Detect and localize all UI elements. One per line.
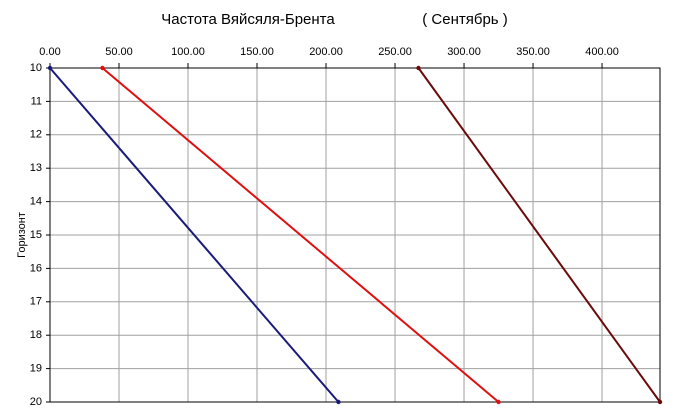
y-tick-label: 12 — [30, 129, 42, 141]
y-axis-label: Горизонт — [16, 212, 28, 258]
x-tick-label: 200.00 — [309, 46, 343, 58]
point — [47, 65, 53, 71]
x-tick-label: 400.00 — [585, 46, 619, 58]
x-tick-label: 350.00 — [516, 46, 550, 58]
y-tick-label: 14 — [30, 196, 42, 208]
chart-subtitle: ( Сентябрь ) — [422, 11, 508, 28]
series-line — [417, 67, 661, 403]
y-tick-label: 13 — [30, 162, 42, 174]
y-tick-label: 11 — [31, 95, 42, 107]
x-tick-label: 50.00 — [105, 46, 133, 58]
y-tick-label: 10 — [30, 62, 42, 74]
y-tick-label: 15 — [30, 229, 42, 241]
x-tick-label: 150.00 — [240, 46, 274, 58]
series-line — [49, 67, 340, 403]
x-tick-label: 100.00 — [171, 46, 205, 58]
y-tick-label: 18 — [30, 329, 42, 341]
point — [657, 399, 663, 405]
point — [496, 399, 501, 405]
point — [416, 65, 421, 71]
point — [336, 399, 341, 405]
y-tick-label: 17 — [30, 296, 42, 308]
x-tick-label: 250.00 — [378, 46, 412, 58]
chart-title: Частота Вяйсяля-Брента — [161, 11, 335, 28]
y-tick-label: 20 — [30, 396, 42, 408]
x-tick-label: 300.00 — [447, 46, 481, 58]
y-tick-label: 19 — [30, 363, 42, 375]
point — [100, 65, 105, 71]
series-line — [101, 67, 500, 403]
x-tick-label: 0.00 — [39, 46, 60, 58]
plot-border — [49, 67, 661, 403]
y-tick-label: 16 — [30, 262, 42, 274]
